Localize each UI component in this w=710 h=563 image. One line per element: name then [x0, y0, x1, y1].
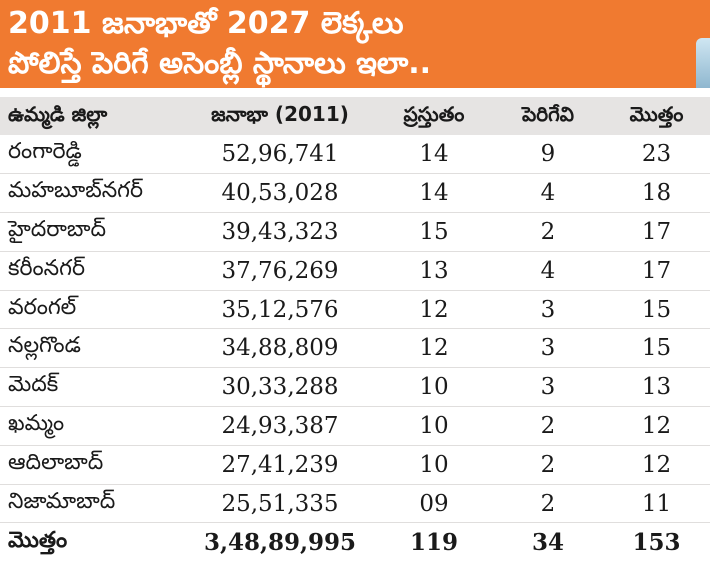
decorative-corner-graphic — [696, 38, 710, 88]
increase-cell: 2 — [493, 212, 603, 252]
seats-table: ఉమ్మడి జిల్లా జనాభా (2011) ప్రస్తుతం పెర… — [0, 97, 710, 562]
current-cell: 15 — [375, 212, 493, 252]
table-row: రంగారెడ్డి 52,96,741 14 9 23 — [0, 135, 710, 174]
district-cell: మెదక్ — [0, 367, 185, 407]
total-cell: 12 — [603, 444, 710, 485]
table-row: ఆదిలాబాద్ 27,41,239 10 2 12 — [0, 444, 710, 485]
table-row: హైదరాబాద్ 39,43,323 15 2 17 — [0, 212, 710, 252]
total-current: 119 — [375, 522, 493, 562]
header-district: ఉమ్మడి జిల్లా — [8, 101, 108, 126]
district-cell: నిజామాబాద్ — [0, 483, 185, 523]
header-increase: పెరిగేవి — [522, 101, 574, 126]
header-row: ఉమ్మడి జిల్లా జనాభా (2011) ప్రస్తుతం పెర… — [0, 97, 710, 135]
district-cell: ఆదిలాబాద్ — [0, 444, 185, 485]
population-cell: 52,96,741 — [221, 141, 339, 168]
population-cell: 27,41,239 — [185, 444, 375, 485]
total-cell: 15 — [603, 289, 710, 329]
current-cell: 12 — [375, 289, 493, 329]
population-cell: 37,76,269 — [185, 250, 375, 291]
total-cell: 12 — [603, 406, 710, 446]
district-cell: హైదరాబాద్ — [0, 212, 185, 252]
current-cell: 14 — [419, 141, 449, 168]
title-banner: 2011 జనాభాతో 2027 లెక్కలు పోలిస్తే పెరిగ… — [0, 0, 710, 88]
title-line-2: పోలిస్తే పెరిగే అసెంబ్లీ స్థానాలు ఇలా.. — [8, 46, 432, 81]
header-total: మొత్తం — [629, 101, 684, 126]
increase-cell: 2 — [493, 444, 603, 485]
increase-cell: 4 — [493, 250, 603, 291]
current-cell: 09 — [375, 483, 493, 523]
current-cell: 13 — [375, 250, 493, 291]
table-row: మెదక్ 30,33,288 10 3 13 — [0, 367, 710, 407]
table-row: వరంగల్ 35,12,576 12 3 15 — [0, 289, 710, 329]
increase-cell: 3 — [493, 289, 603, 329]
total-cell: 18 — [603, 173, 710, 213]
total-cell: 13 — [603, 367, 710, 407]
total-cell: 15 — [603, 328, 710, 368]
increase-cell: 4 — [493, 173, 603, 213]
population-cell: 24,93,387 — [185, 406, 375, 446]
title-line-1: 2011 జనాభాతో 2027 లెక్కలు — [8, 6, 404, 41]
district-cell: ఖమ్మం — [0, 406, 185, 446]
population-cell: 25,51,335 — [185, 483, 375, 523]
total-cell: 17 — [603, 250, 710, 291]
population-cell: 40,53,028 — [185, 173, 375, 213]
population-cell: 34,88,809 — [185, 328, 375, 368]
district-cell: కరీంనగర్ — [0, 250, 185, 291]
population-cell: 39,43,323 — [185, 212, 375, 252]
header-current: ప్రస్తుతం — [403, 101, 465, 126]
table-row: కరీంనగర్ 37,76,269 13 4 17 — [0, 250, 710, 291]
increase-cell: 2 — [493, 483, 603, 523]
population-cell: 30,33,288 — [185, 367, 375, 407]
increase-cell: 3 — [493, 328, 603, 368]
population-cell: 35,12,576 — [185, 289, 375, 329]
district-cell: వరంగల్ — [0, 289, 185, 329]
increase-cell: 9 — [540, 141, 556, 168]
increase-cell: 2 — [493, 406, 603, 446]
total-row: మొత్తం 3,48,89,995 119 34 153 — [0, 522, 710, 562]
table-row: నిజామాబాద్ 25,51,335 09 2 11 — [0, 483, 710, 523]
table-row: ఖమ్మం 24,93,387 10 2 12 — [0, 406, 710, 446]
header-population: జనాభా (2011) — [211, 101, 349, 126]
district-cell: నల్లగొండ — [0, 328, 185, 368]
total-cell: 17 — [603, 212, 710, 252]
current-cell: 14 — [375, 173, 493, 213]
total-seats: 153 — [603, 522, 710, 562]
total-label: మొత్తం — [0, 522, 185, 562]
total-increase: 34 — [493, 522, 603, 562]
increase-cell: 3 — [493, 367, 603, 407]
current-cell: 10 — [375, 444, 493, 485]
district-cell: రంగారెడ్డి — [8, 139, 82, 165]
district-cell: మహబూబ్‌నగర్ — [0, 173, 185, 213]
total-population: 3,48,89,995 — [185, 522, 375, 562]
total-cell: 11 — [603, 483, 710, 523]
table-row: నల్లగొండ 34,88,809 12 3 15 — [0, 328, 710, 368]
current-cell: 10 — [375, 406, 493, 446]
total-cell: 23 — [641, 141, 672, 168]
current-cell: 12 — [375, 328, 493, 368]
current-cell: 10 — [375, 367, 493, 407]
table-row: మహబూబ్‌నగర్ 40,53,028 14 4 18 — [0, 173, 710, 213]
